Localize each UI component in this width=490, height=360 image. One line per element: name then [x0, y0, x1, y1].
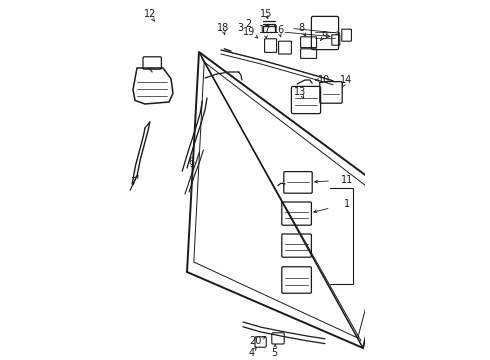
Text: 15: 15	[260, 9, 272, 19]
Text: 12: 12	[144, 9, 156, 19]
Text: 17: 17	[259, 25, 271, 35]
Text: 16: 16	[272, 25, 285, 35]
Text: 18: 18	[217, 23, 229, 33]
Text: 14: 14	[340, 75, 352, 85]
Text: 5: 5	[271, 348, 278, 358]
Text: 2: 2	[245, 19, 251, 29]
Text: 19: 19	[243, 27, 255, 37]
Text: 9: 9	[321, 31, 327, 41]
Text: 6: 6	[188, 157, 195, 167]
Text: 3: 3	[237, 23, 243, 33]
Text: 11: 11	[341, 175, 353, 185]
Text: 8: 8	[298, 23, 304, 33]
Text: 7: 7	[131, 177, 137, 187]
Text: 4: 4	[248, 348, 254, 358]
Text: 20: 20	[249, 336, 262, 346]
Text: 1: 1	[344, 199, 350, 209]
Text: 10: 10	[318, 75, 330, 85]
Text: 13: 13	[294, 87, 306, 97]
